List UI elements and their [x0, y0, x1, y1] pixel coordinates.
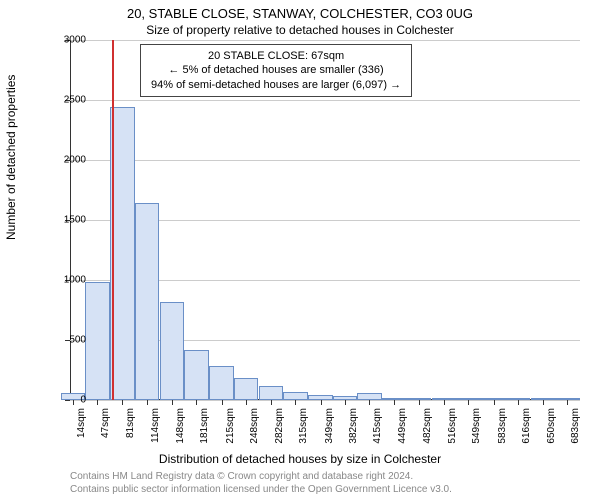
x-tick-mark — [494, 400, 495, 405]
y-tick-label: 0 — [80, 395, 86, 406]
x-tick-label: 683sqm — [570, 408, 581, 444]
histogram-bar — [259, 386, 283, 400]
x-tick-mark — [394, 400, 395, 405]
histogram-bar — [160, 302, 184, 400]
x-tick-mark — [147, 400, 148, 405]
annotation-line1: 20 STABLE CLOSE: 67sqm — [151, 49, 401, 63]
x-tick-mark — [73, 400, 74, 405]
attribution-text: Contains HM Land Registry data © Crown c… — [70, 470, 452, 496]
histogram-bar — [135, 203, 159, 400]
x-tick-label: 215sqm — [225, 408, 236, 444]
annotation-line2: ← 5% of detached houses are smaller (336… — [151, 63, 401, 77]
x-tick-label: 349sqm — [324, 408, 335, 444]
x-tick-mark — [369, 400, 370, 405]
chart-title-address: 20, STABLE CLOSE, STANWAY, COLCHESTER, C… — [0, 0, 600, 21]
y-tick-label: 3000 — [64, 35, 86, 46]
x-tick-label: 47sqm — [100, 408, 111, 438]
y-tick-label: 1000 — [64, 275, 86, 286]
chart-subtitle: Size of property relative to detached ho… — [0, 21, 600, 37]
x-tick-label: 81sqm — [125, 408, 136, 438]
histogram-bar — [357, 393, 381, 400]
x-tick-label: 449sqm — [397, 408, 408, 444]
x-tick-mark — [122, 400, 123, 405]
y-axis-label: Number of detached properties — [4, 75, 18, 240]
x-tick-label: 114sqm — [150, 408, 161, 443]
grid-line — [70, 100, 580, 101]
x-tick-mark — [222, 400, 223, 405]
histogram-bar — [283, 392, 307, 400]
x-tick-mark — [518, 400, 519, 405]
x-tick-label: 315sqm — [298, 408, 309, 444]
grid-line — [70, 160, 580, 161]
x-tick-label: 282sqm — [274, 408, 285, 444]
attribution-line1: Contains HM Land Registry data © Crown c… — [70, 470, 452, 483]
y-tick-label: 500 — [69, 335, 86, 346]
x-tick-label: 650sqm — [546, 408, 557, 444]
histogram-bar — [184, 350, 208, 400]
x-tick-label: 382sqm — [348, 408, 359, 444]
x-tick-mark — [345, 400, 346, 405]
y-tick-label: 2000 — [64, 155, 86, 166]
y-tick-mark — [65, 400, 70, 401]
x-tick-label: 549sqm — [471, 408, 482, 444]
attribution-line2: Contains public sector information licen… — [70, 483, 452, 496]
x-tick-mark — [543, 400, 544, 405]
x-tick-mark — [321, 400, 322, 405]
x-axis-label: Distribution of detached houses by size … — [0, 452, 600, 466]
x-tick-mark — [444, 400, 445, 405]
x-tick-mark — [196, 400, 197, 405]
x-tick-label: 148sqm — [175, 408, 186, 444]
annotation-line3: 94% of semi-detached houses are larger (… — [151, 78, 401, 92]
histogram-bar — [209, 366, 233, 400]
x-tick-label: 415sqm — [372, 408, 383, 444]
y-tick-label: 1500 — [64, 215, 86, 226]
x-tick-mark — [97, 400, 98, 405]
x-tick-label: 248sqm — [249, 408, 260, 444]
histogram-bar — [234, 378, 258, 400]
x-tick-mark — [468, 400, 469, 405]
x-tick-mark — [567, 400, 568, 405]
x-tick-mark — [246, 400, 247, 405]
grid-line — [70, 40, 580, 41]
x-tick-mark — [271, 400, 272, 405]
x-tick-mark — [172, 400, 173, 405]
annotation-box: 20 STABLE CLOSE: 67sqm ← 5% of detached … — [140, 44, 412, 97]
x-tick-label: 14sqm — [76, 408, 87, 438]
x-tick-mark — [295, 400, 296, 405]
x-tick-label: 482sqm — [422, 408, 433, 444]
x-tick-label: 616sqm — [521, 408, 532, 444]
x-tick-label: 516sqm — [447, 408, 458, 444]
marker-line — [112, 40, 114, 400]
x-tick-mark — [419, 400, 420, 405]
x-tick-label: 583sqm — [497, 408, 508, 444]
y-tick-label: 2500 — [64, 95, 86, 106]
x-tick-label: 181sqm — [199, 408, 210, 444]
histogram-bar — [85, 282, 109, 400]
chart-container: 20, STABLE CLOSE, STANWAY, COLCHESTER, C… — [0, 0, 600, 500]
